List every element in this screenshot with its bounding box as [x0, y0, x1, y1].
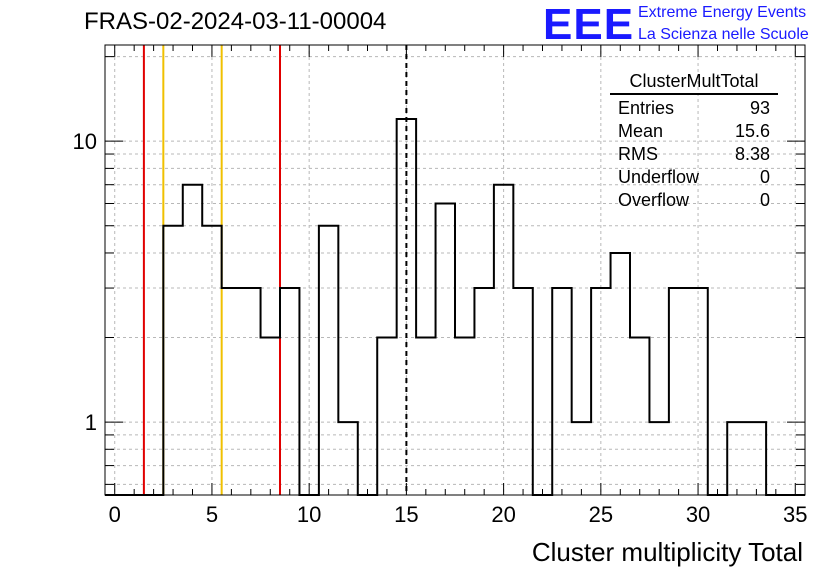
- x-tick-label: 5: [206, 502, 218, 527]
- stat-value: 8.38: [734, 144, 770, 164]
- histogram-bin: [552, 288, 571, 495]
- histogram-bin: [222, 288, 241, 495]
- x-tick-label: 0: [109, 502, 121, 527]
- x-tick-label: 20: [491, 502, 515, 527]
- stat-value: 15.6: [734, 121, 770, 141]
- histogram-bin: [261, 338, 280, 495]
- histogram-bin: [436, 203, 455, 495]
- histogram-bin: [591, 288, 610, 495]
- x-tick-label: 15: [394, 502, 418, 527]
- stat-label: Mean: [618, 121, 664, 141]
- stats-title: ClusterMultTotal: [610, 70, 778, 95]
- histogram-bin: [611, 253, 630, 495]
- stat-label: Underflow: [618, 167, 700, 187]
- histogram-bin: [513, 288, 532, 495]
- chart-title: FRAS-02-2024-03-11-00004: [84, 8, 387, 35]
- histogram-bin: [416, 338, 435, 495]
- x-tick-label: 25: [589, 502, 613, 527]
- histogram-outline: [105, 117, 805, 496]
- x-tick-label: 35: [783, 502, 807, 527]
- x-tick-label: 10: [297, 502, 321, 527]
- y-tick-label: 1: [85, 410, 97, 435]
- histogram-layer: [105, 117, 805, 496]
- histogram-bin: [377, 338, 396, 495]
- stats-box: ClusterMultTotal Entries 93 Mean 15.6 RM…: [610, 70, 778, 212]
- stat-row-rms: RMS 8.38: [610, 143, 778, 166]
- logo-line-2: La Scienza nelle Scuole: [638, 26, 809, 43]
- stat-row-underflow: Underflow 0: [610, 166, 778, 189]
- y-tick-label: 10: [73, 129, 97, 154]
- stat-row-overflow: Overflow 0: [610, 189, 778, 212]
- histogram-bin: [669, 288, 688, 495]
- axis-labels: 0 5 10 15 20 25 30 35 1 10 Cluster multiplicity To…: [73, 129, 808, 567]
- stat-label: Overflow: [618, 190, 690, 210]
- histogram-bin: [280, 288, 299, 495]
- eee-logo: EEE Extreme Energy Events La Scienza nel…: [543, 3, 833, 47]
- stat-label: RMS: [618, 144, 658, 164]
- histogram-bin: [183, 185, 202, 495]
- eee-logo-mark: EEE: [543, 0, 635, 49]
- histogram-bin: [630, 338, 649, 495]
- logo-line-1: Extreme Energy Events: [638, 4, 807, 21]
- stat-row-mean: Mean 15.6: [610, 120, 778, 143]
- histogram-bin: [688, 288, 707, 495]
- stat-row-entries: Entries 93: [610, 97, 778, 120]
- reference-lines: [142, 45, 408, 495]
- stat-value: 0: [759, 190, 770, 210]
- axis-ticks: [105, 45, 805, 495]
- histogram-bin: [241, 288, 260, 495]
- stat-value: 0: [759, 167, 770, 187]
- x-axis-label: Cluster multiplicity Total: [532, 537, 803, 567]
- histogram-bin: [455, 338, 474, 495]
- plot-frame: [104, 44, 806, 496]
- stat-value: 93: [749, 98, 770, 118]
- stat-label: Entries: [618, 98, 675, 118]
- histogram-bin: [474, 288, 493, 495]
- histogram-bin: [163, 226, 182, 495]
- plot-frame-border: [104, 44, 806, 496]
- histogram-bin: [319, 226, 338, 495]
- x-tick-label: 30: [686, 502, 710, 527]
